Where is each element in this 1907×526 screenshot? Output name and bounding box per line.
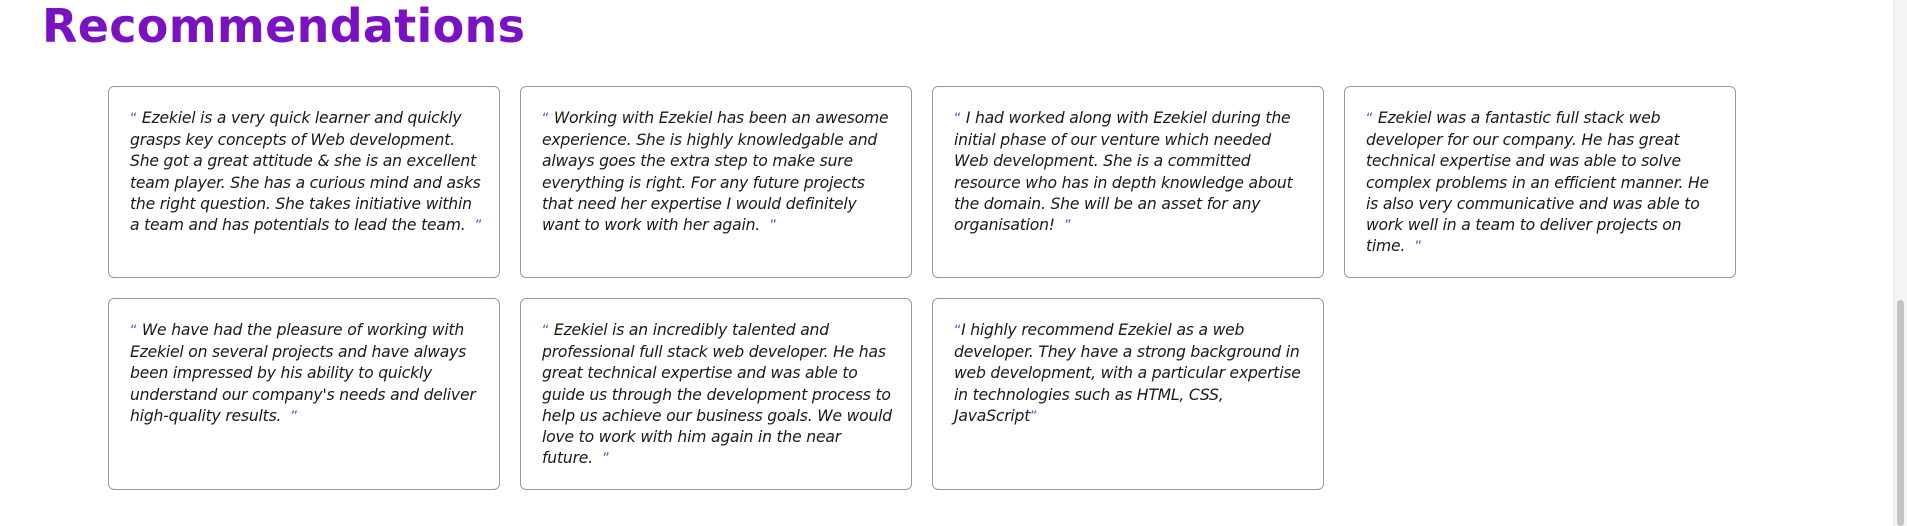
recommendation-text: “ I had worked along with Ezekiel during… [954, 108, 1307, 237]
close-quote-icon: ” [602, 451, 610, 468]
recommendation-text: “ Ezekiel was a fantastic full stack web… [1366, 108, 1719, 258]
open-quote-icon: “ [542, 323, 550, 339]
recommendation-card: “ Ezekiel is an incredibly talented and … [520, 298, 912, 490]
open-quote-icon: “ [954, 323, 962, 339]
recommendation-body: We have had the pleasure of working with… [130, 321, 476, 425]
recommendation-body: Ezekiel is a very quick learner and quic… [130, 109, 481, 235]
open-quote-icon: “ [130, 323, 138, 339]
open-quote-icon: “ [130, 111, 138, 127]
recommendation-card: “ I had worked along with Ezekiel during… [932, 86, 1324, 278]
recommendation-card: “ Working with Ezekiel has been an aweso… [520, 86, 912, 278]
recommendation-card: “ Ezekiel was a fantastic full stack web… [1344, 86, 1736, 278]
recommendation-body: Ezekiel was a fantastic full stack web d… [1366, 109, 1709, 256]
recommendation-body: Ezekiel is an incredibly talented and pr… [542, 321, 893, 468]
recommendations-grid: “ Ezekiel is a very quick learner and qu… [108, 86, 1738, 490]
recommendation-text: “ We have had the pleasure of working wi… [130, 320, 483, 428]
recommendation-text: “ Ezekiel is an incredibly talented and … [542, 320, 895, 470]
recommendation-card: “ We have had the pleasure of working wi… [108, 298, 500, 490]
close-quote-icon: ” [769, 218, 777, 235]
close-quote-icon: ” [290, 408, 298, 425]
recommendation-text: “ Ezekiel is a very quick learner and qu… [130, 108, 483, 237]
recommendation-text: “I highly recommend Ezekiel as a web dev… [954, 320, 1307, 428]
recommendation-text: “ Working with Ezekiel has been an aweso… [542, 108, 895, 237]
recommendation-card: “ Ezekiel is a very quick learner and qu… [108, 86, 500, 278]
page-title: Recommendations [42, 0, 526, 53]
close-quote-icon: ” [1030, 408, 1038, 425]
scrollbar-thumb[interactable] [1897, 300, 1904, 526]
recommendation-card: “I highly recommend Ezekiel as a web dev… [932, 298, 1324, 490]
close-quote-icon: ” [1414, 239, 1422, 256]
open-quote-icon: “ [954, 111, 962, 127]
recommendation-body: I had worked along with Ezekiel during t… [954, 109, 1293, 235]
recommendation-body: I highly recommend Ezekiel as a web deve… [954, 321, 1301, 425]
close-quote-icon: ” [1064, 218, 1072, 235]
close-quote-icon: ” [475, 218, 483, 235]
open-quote-icon: “ [1366, 111, 1374, 127]
open-quote-icon: “ [542, 111, 550, 127]
recommendation-body: Working with Ezekiel has been an awesome… [542, 109, 889, 235]
vertical-scrollbar[interactable] [1893, 0, 1907, 526]
